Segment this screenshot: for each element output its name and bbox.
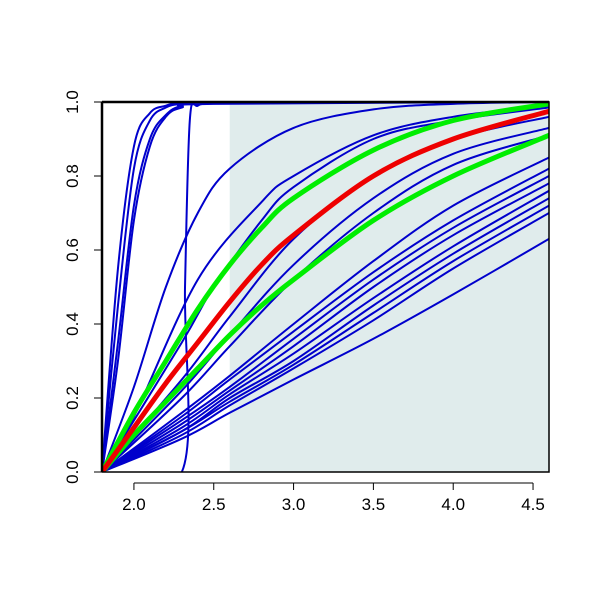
series-line-blue-2	[102, 102, 549, 472]
series-line-blue-18	[102, 204, 549, 472]
series-line-blue-19	[102, 212, 549, 472]
series-line-red-22	[102, 108, 549, 472]
series-line-green-23	[102, 132, 549, 472]
x-tick-label: 4.0	[441, 495, 465, 514]
axes: 2.0 2.5 3.0 3.5 4.0 4.5 0.0 0.2 0.4 0.6 0.8 1.0	[63, 90, 550, 514]
series-line-blue-10	[102, 126, 549, 472]
y-tick-label: 0.8	[63, 164, 82, 188]
y-tick-label: 0.2	[63, 386, 82, 410]
y-tick-label: 0.6	[63, 238, 82, 262]
series-line-blue-14	[102, 175, 549, 472]
y-tick-label: 0.0	[63, 460, 82, 484]
series-line-blue-6	[102, 102, 549, 472]
x-tick-label: 2.5	[202, 495, 226, 514]
series-layer	[102, 102, 549, 472]
y-tick-label: 1.0	[63, 90, 82, 114]
x-tick-label: 3.5	[362, 495, 386, 514]
series-line-blue-20	[102, 237, 549, 472]
series-line-blue-3	[102, 102, 549, 472]
x-tick-label: 2.0	[122, 495, 146, 514]
x-tick-label: 3.0	[282, 495, 306, 514]
series-line-blue-16	[102, 189, 549, 472]
series-line-green-21	[102, 102, 549, 472]
series-line-blue-1	[102, 102, 549, 472]
y-tick-label: 0.4	[63, 312, 82, 336]
series-line-blue-15	[102, 182, 549, 472]
x-tick-label: 4.5	[521, 495, 545, 514]
series-line-blue-13	[102, 167, 549, 472]
series-line-blue-12	[102, 156, 549, 472]
